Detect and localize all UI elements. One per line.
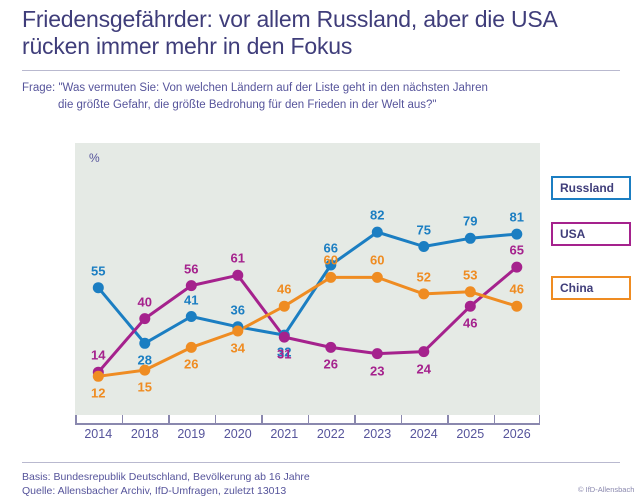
x-axis-line bbox=[75, 423, 540, 425]
footer-notes: Basis: Bundesrepublik Deutschland, Bevöl… bbox=[22, 470, 310, 498]
x-axis-label-2019: 2019 bbox=[177, 427, 206, 441]
legend-label-china: China bbox=[560, 281, 594, 295]
data-label-russland-2018: 28 bbox=[137, 352, 152, 368]
data-label-russland-2021: 32 bbox=[277, 344, 292, 360]
legend-item-usa[interactable]: USA bbox=[551, 222, 631, 246]
question-line-2: die größte Gefahr, die größte Bedrohung … bbox=[58, 99, 437, 111]
x-axis-label-2023: 2023 bbox=[363, 427, 392, 441]
data-label-china-2023: 60 bbox=[370, 252, 385, 268]
footer-basis: Basis: Bundesrepublik Deutschland, Bevöl… bbox=[22, 471, 310, 483]
x-axis-tick bbox=[121, 415, 123, 423]
data-label-usa-2021: 31 bbox=[277, 346, 292, 362]
x-axis-tick bbox=[447, 415, 449, 423]
data-label-usa-2018: 40 bbox=[137, 294, 152, 310]
x-axis-label-2025: 2025 bbox=[456, 427, 485, 441]
x-axis-tick bbox=[493, 415, 495, 423]
data-label-china-2018: 15 bbox=[137, 379, 152, 395]
x-axis-tick bbox=[307, 415, 309, 423]
question-text: Frage: "Was vermuten Sie: Von welchen Lä… bbox=[22, 80, 632, 114]
question-label: Frage: bbox=[22, 82, 56, 94]
data-label-usa-2014: 14 bbox=[91, 347, 106, 363]
data-label-russland-2024: 75 bbox=[416, 222, 431, 237]
data-label-usa-2024: 24 bbox=[416, 361, 431, 377]
x-axis-tick bbox=[261, 415, 263, 423]
chart-legend: Russland USA China bbox=[551, 143, 639, 323]
data-label-usa-2025: 46 bbox=[463, 315, 478, 331]
footer-source: Quelle: Allensbacher Archiv, IfD-Umfrage… bbox=[22, 485, 287, 497]
x-axis bbox=[75, 415, 540, 425]
data-label-russland-2022: 66 bbox=[323, 240, 338, 256]
header-divider bbox=[22, 70, 620, 71]
x-axis-label-2018: 2018 bbox=[130, 427, 159, 441]
x-axis-label-2026: 2026 bbox=[502, 427, 531, 441]
data-label-usa-2023: 23 bbox=[370, 363, 385, 379]
copyright-notice: © IfD-Allensbach bbox=[578, 485, 635, 494]
data-label-usa-2022: 26 bbox=[323, 356, 338, 372]
data-label-china-2026: 46 bbox=[509, 281, 524, 297]
data-label-china-2025: 53 bbox=[463, 267, 478, 283]
data-label-russland-2014: 55 bbox=[91, 263, 106, 279]
y-axis-unit-label: % bbox=[89, 151, 100, 165]
x-axis-label-2022: 2022 bbox=[316, 427, 345, 441]
data-label-russland-2019: 41 bbox=[184, 292, 199, 308]
x-axis-labels: 2014 2018 2019 2020 2021 2022 2023 2024 2025 2026 bbox=[0, 427, 642, 445]
data-label-china-2022: 60 bbox=[323, 252, 338, 268]
legend-label-russland: Russland bbox=[560, 181, 615, 195]
legend-item-russland[interactable]: Russland bbox=[551, 176, 631, 200]
line-chart-svg bbox=[92, 226, 523, 382]
data-label-china-2021: 46 bbox=[277, 281, 292, 297]
data-label-russland-2025: 79 bbox=[463, 213, 478, 229]
data-label-russland-2026: 81 bbox=[509, 209, 524, 225]
question-line-1: "Was vermuten Sie: Von welchen Ländern a… bbox=[58, 82, 488, 94]
data-label-usa-2026: 65 bbox=[509, 242, 524, 258]
data-label-usa-2019: 56 bbox=[184, 261, 199, 277]
data-label-russland-2023: 82 bbox=[370, 207, 385, 223]
data-label-china-2014: 12 bbox=[91, 385, 106, 401]
data-label-usa-2020: 61 bbox=[230, 250, 245, 266]
x-axis-label-2021: 2021 bbox=[270, 427, 299, 441]
data-label-china-2019: 26 bbox=[184, 356, 199, 372]
x-axis-tick bbox=[168, 415, 170, 423]
chart-plot-area: % bbox=[75, 143, 540, 415]
x-axis-tick bbox=[538, 415, 540, 423]
x-axis-tick bbox=[75, 415, 77, 423]
x-axis-label-2024: 2024 bbox=[409, 427, 438, 441]
x-axis-tick bbox=[354, 415, 356, 423]
page-title: Friedensgefährder: vor allem Russland, a… bbox=[22, 6, 557, 59]
x-axis-label-2020: 2020 bbox=[223, 427, 252, 441]
data-label-china-2024: 52 bbox=[416, 269, 431, 285]
footer-divider bbox=[22, 462, 620, 463]
x-axis-tick bbox=[214, 415, 216, 423]
legend-label-usa: USA bbox=[560, 227, 586, 241]
x-axis-label-2014: 2014 bbox=[84, 427, 113, 441]
data-label-russland-2020: 36 bbox=[230, 302, 245, 318]
data-label-china-2020: 34 bbox=[230, 340, 245, 356]
x-axis-tick bbox=[400, 415, 402, 423]
legend-item-china[interactable]: China bbox=[551, 276, 631, 300]
